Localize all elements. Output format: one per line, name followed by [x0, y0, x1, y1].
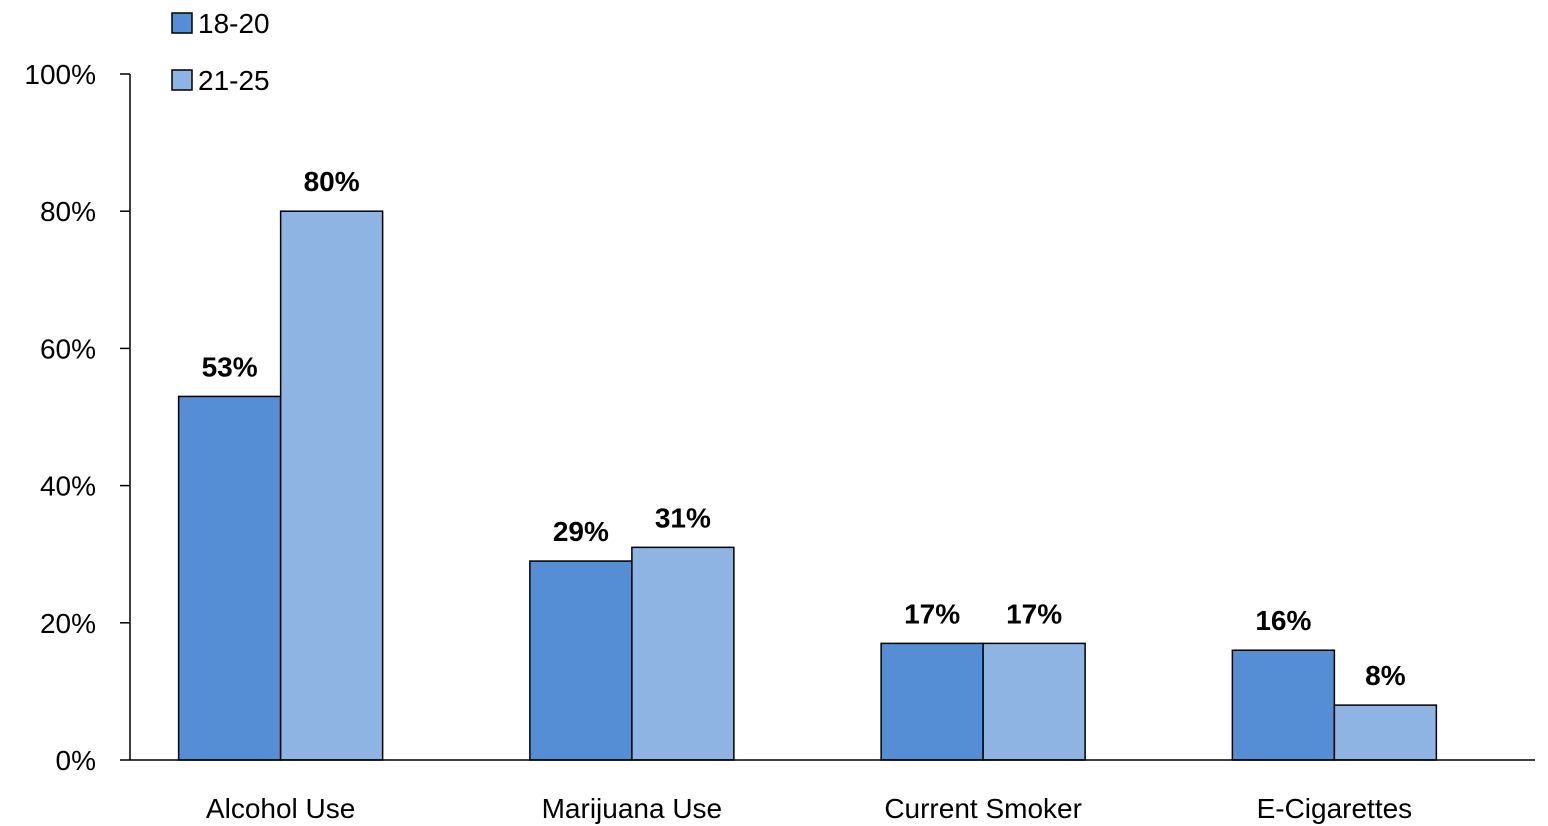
y-tick-label: 60% — [40, 333, 96, 364]
y-tick-label: 20% — [40, 608, 96, 639]
bar-18-20 — [880, 642, 984, 761]
x-category-label: Alcohol Use — [206, 793, 355, 824]
data-label: 31% — [655, 502, 711, 533]
bar-21-25 — [1333, 704, 1438, 761]
y-axis: 0% 20% 40% 60% 80% 100% — [24, 59, 131, 776]
bar-21-25 — [982, 642, 1086, 761]
data-label: 8% — [1365, 660, 1406, 691]
bar-18-20 — [1231, 649, 1336, 761]
y-tick-label: 80% — [40, 196, 96, 227]
legend-label: 21-25 — [198, 65, 270, 96]
x-axis: Alcohol Use Marijuana Use Current Smoker E-… — [130, 759, 1535, 824]
data-label: 80% — [304, 166, 360, 197]
bar-18-20 — [177, 395, 282, 761]
bar-21-25 — [631, 546, 735, 761]
legend-swatch-18-20 — [171, 12, 193, 34]
x-category-label: E-Cigarettes — [1257, 793, 1413, 824]
data-label: 53% — [202, 351, 258, 382]
bar-21-25 — [279, 210, 384, 761]
legend-label: 18-20 — [198, 8, 270, 39]
data-labels-group: 53% 80% 29% 31% 17% 17% 16% 8% — [202, 166, 1406, 691]
x-category-label: Current Smoker — [884, 793, 1082, 824]
y-tick-label: 40% — [40, 471, 96, 502]
legend: 18-20 21-25 — [171, 8, 270, 96]
bar-18-20 — [529, 560, 633, 761]
data-label: 17% — [904, 598, 960, 629]
x-category-label: Marijuana Use — [542, 793, 723, 824]
y-tick-label: 100% — [24, 59, 96, 90]
legend-swatch-21-25 — [171, 69, 193, 91]
y-tick-label: 0% — [56, 745, 96, 776]
bars-group — [177, 210, 1438, 761]
data-label: 16% — [1255, 605, 1311, 636]
data-label: 17% — [1006, 598, 1062, 629]
data-label: 29% — [553, 516, 609, 547]
